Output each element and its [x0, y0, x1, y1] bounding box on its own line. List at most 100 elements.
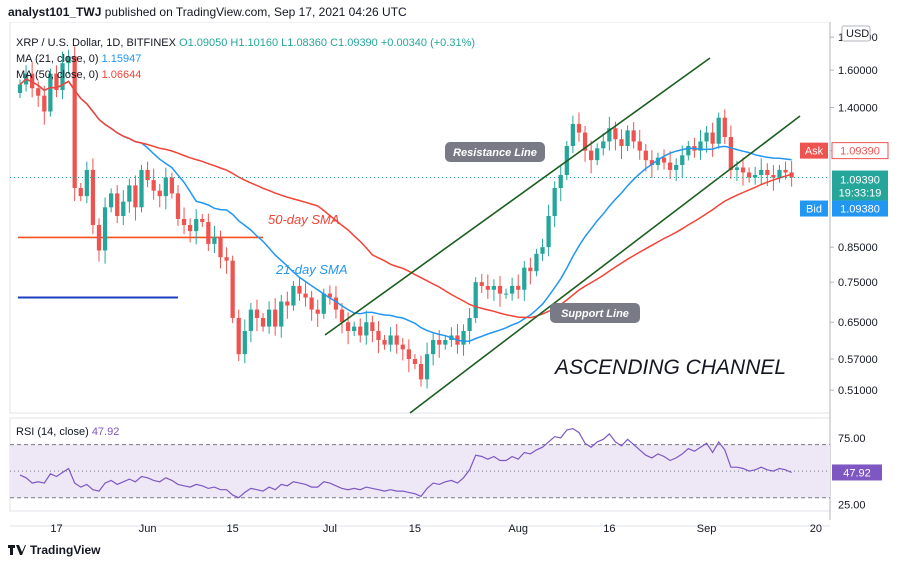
price-tick-label: 0.75000: [838, 277, 878, 289]
candle-body: [740, 167, 746, 173]
price-tick-label: 0.57000: [838, 354, 878, 366]
tradingview-brand[interactable]: TradingView: [8, 541, 100, 559]
candle-body: [248, 309, 254, 331]
candle-body: [516, 285, 521, 290]
candle-body: [84, 169, 89, 197]
candle-body: [266, 309, 272, 327]
publisher-name[interactable]: analyst101_TWJ: [8, 5, 102, 19]
candle-body: [734, 167, 740, 170]
candle-body: [72, 56, 77, 189]
candle-body: [680, 155, 685, 165]
candle-body: [698, 141, 703, 151]
ma-legend: MA (50, close, 0) 1.06644: [16, 69, 141, 81]
candle-body: [169, 177, 175, 194]
candle-body: [279, 301, 284, 327]
candle-body: [394, 335, 399, 345]
candle-body: [710, 132, 715, 144]
candle-body: [194, 218, 199, 232]
price-tick-label: 0.65000: [838, 317, 878, 329]
candle-body: [461, 330, 466, 345]
candle-body: [236, 317, 241, 355]
time-tick-label: Aug: [508, 523, 528, 535]
candle-body: [121, 201, 126, 217]
time-tick-label: 16: [603, 523, 615, 535]
candle-body: [570, 123, 576, 147]
candle-body: [242, 330, 247, 355]
candle-body: [254, 309, 260, 318]
price-tick-label: 0.85000: [838, 242, 878, 254]
candle-body: [200, 218, 205, 222]
candle-body: [54, 73, 59, 91]
candle-body: [133, 185, 138, 208]
publish-header: analyst101_TWJ published on TradingView.…: [8, 5, 407, 19]
candle-body: [273, 309, 278, 327]
candle-body: [376, 330, 381, 341]
candle-body: [637, 141, 642, 151]
chart-area: 1.800001.600001.400001.200000.850000.750…: [9, 22, 889, 535]
candle-body: [540, 247, 545, 254]
time-tick-label: Sep: [697, 523, 717, 535]
candle-body: [218, 237, 223, 258]
candle-body: [60, 63, 65, 91]
candle-body: [66, 56, 71, 64]
time-tick-label: 17: [50, 523, 62, 535]
candle-body: [333, 297, 339, 310]
rsi-legend: RSI (14, close) 47.92: [16, 426, 119, 438]
candle-body: [601, 141, 606, 149]
candle-body: [212, 237, 217, 244]
main-pane: [9, 22, 831, 414]
candle-body: [497, 285, 503, 294]
sma21-annotation: 21-day SMA: [275, 262, 348, 277]
candle-body: [109, 193, 114, 208]
channel-lower-line: [409, 115, 801, 414]
candle-body: [285, 301, 290, 306]
bid-price-box: [832, 200, 888, 217]
candle-body: [753, 174, 758, 178]
candle-body: [163, 177, 168, 197]
rsi-line: [19, 427, 792, 499]
candle-body: [613, 128, 618, 140]
candle-body: [36, 88, 41, 96]
candle-body: [297, 285, 302, 294]
candle-body: [467, 317, 472, 331]
candles-group: [17, 46, 794, 389]
candle-body: [230, 260, 235, 318]
rsi-tick-label: 75.00: [838, 433, 866, 445]
candle-body: [145, 169, 150, 181]
candle-body: [546, 216, 551, 248]
candle-body: [625, 130, 630, 147]
candle-body: [661, 157, 667, 163]
ask-price-box: [831, 142, 889, 160]
candle-body: [127, 185, 132, 202]
candle-body: [503, 293, 509, 295]
time-tick-label: Jun: [139, 523, 157, 535]
candle-body: [765, 169, 770, 175]
bid-tag: [800, 200, 828, 217]
support-line-label-box: [550, 303, 640, 323]
candle-body: [406, 349, 411, 360]
candle-body: [667, 162, 673, 170]
candle-body: [746, 172, 752, 178]
price-tick-label: 0.51000: [838, 385, 878, 397]
candle-body: [139, 169, 144, 208]
time-tick-label: 15: [409, 523, 421, 535]
candle-body: [582, 132, 588, 151]
bid-price-label: 1.09380: [840, 204, 880, 216]
candle-body: [595, 148, 600, 161]
candle-body: [704, 132, 709, 142]
candle-body: [510, 285, 515, 294]
candle-body: [431, 340, 436, 355]
candle-body: [473, 282, 478, 318]
candle-body: [418, 363, 424, 380]
candle-body: [607, 128, 612, 142]
ma-legend: MA (21, close, 0) 1.15947: [16, 53, 141, 65]
candle-body: [345, 322, 351, 331]
candle-body: [619, 139, 624, 147]
symbol-legend: XRP / U.S. Dollar, 1D, BITFINEX O1.09050…: [16, 37, 475, 49]
candle-body: [115, 193, 120, 217]
candle-body: [631, 130, 636, 142]
rsi-value-label: 47.92: [843, 467, 871, 479]
candle-body: [48, 73, 53, 112]
candle-body: [491, 285, 497, 290]
candle-body: [722, 117, 727, 137]
